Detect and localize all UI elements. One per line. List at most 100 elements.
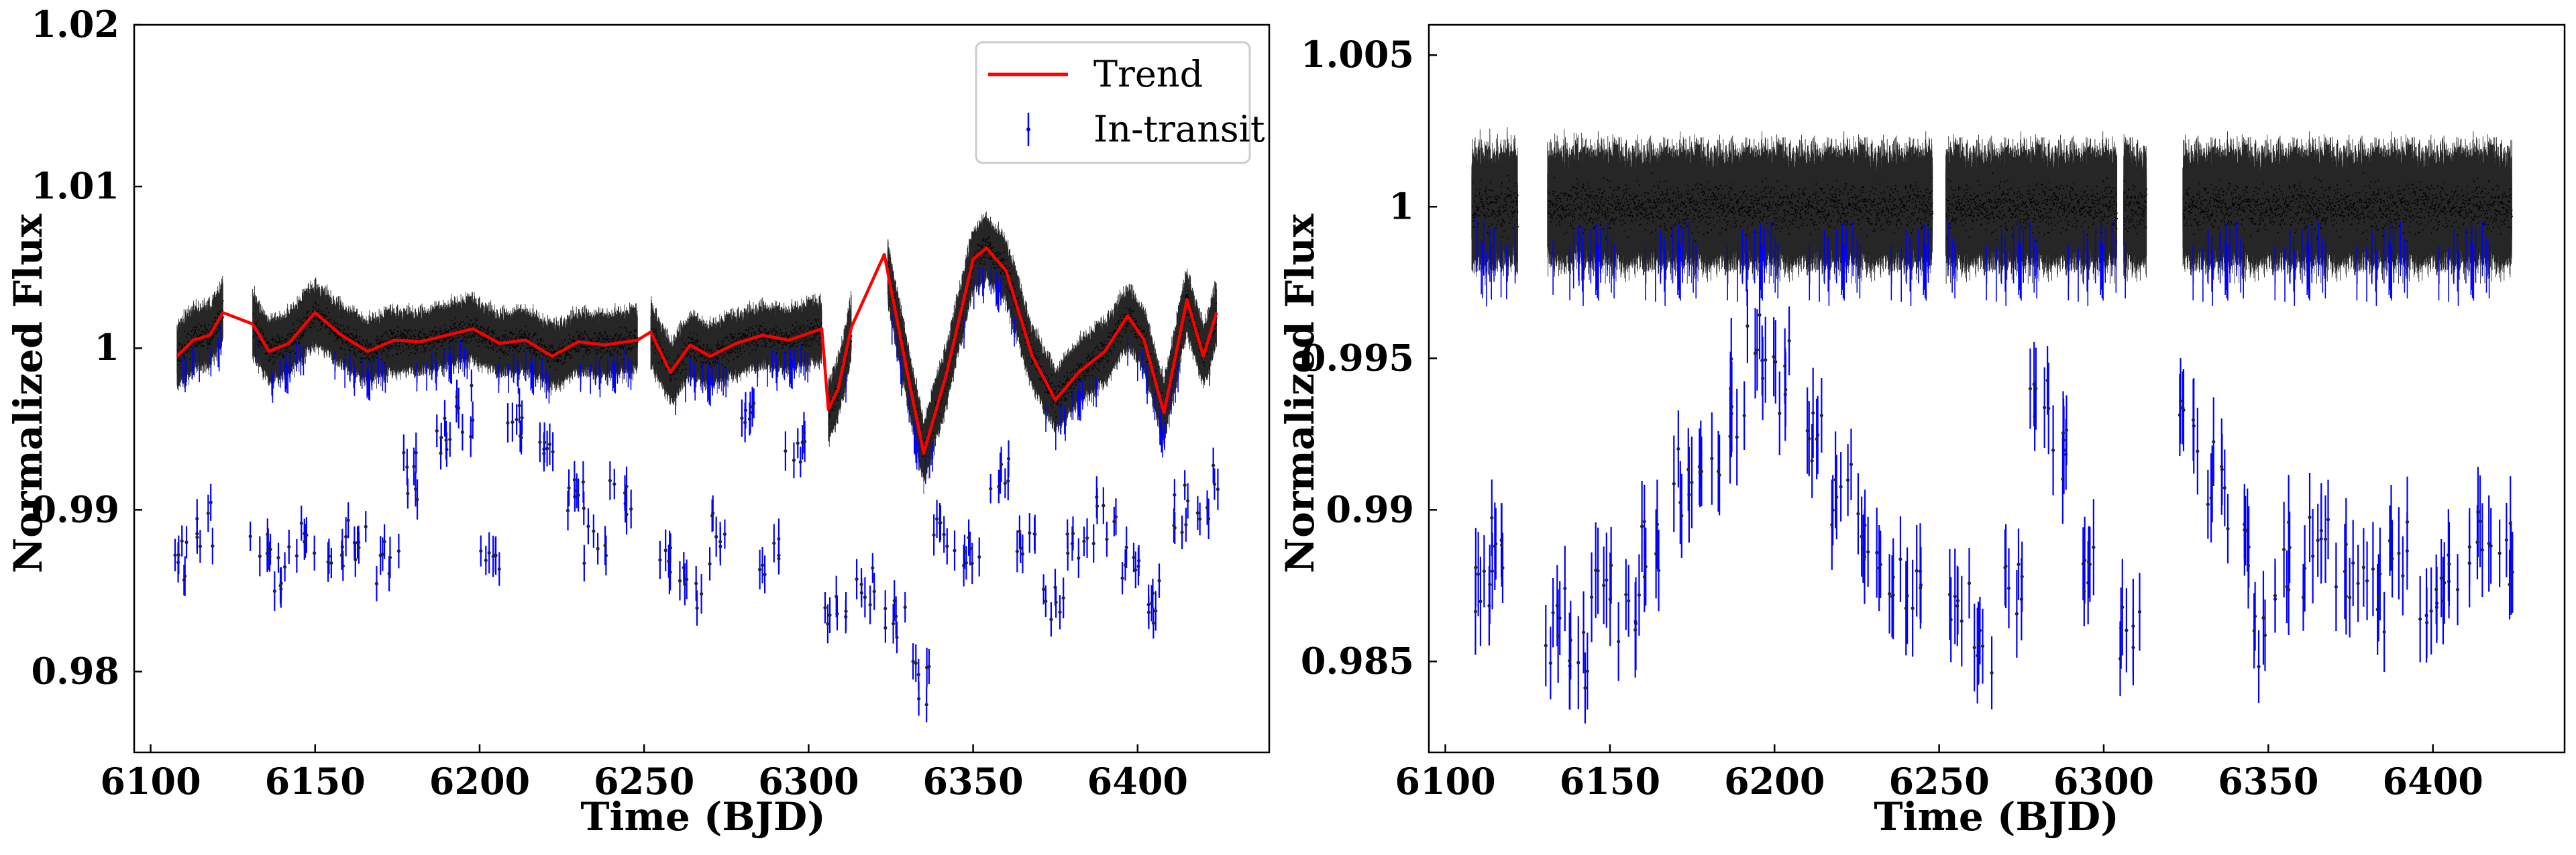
in-transit-point (784, 431, 788, 471)
in-transit-point (1846, 444, 1850, 516)
in-transit-point (582, 491, 586, 526)
in-transit-point (667, 545, 671, 578)
x-tick-label: 6400 (1087, 760, 1188, 803)
in-transit-point (911, 643, 915, 680)
in-transit-point (248, 521, 252, 551)
in-transit-point (1205, 490, 1210, 525)
in-transit-point (1764, 317, 1768, 403)
in-transit-point (511, 402, 515, 442)
in-transit-point (497, 552, 501, 586)
in-transit-point (2222, 449, 2226, 526)
in-transit-point (1830, 479, 1834, 570)
in-transit-point (1772, 317, 1776, 397)
in-transit-point (1095, 488, 1099, 524)
in-transit-point (1015, 530, 1019, 573)
in-transit-point (2243, 483, 2247, 576)
in-transit-point (2020, 541, 2024, 612)
in-transit-point (970, 543, 974, 584)
in-transit-points (1473, 270, 2514, 724)
y-tick-label: 1 (94, 326, 119, 369)
in-transit-point (596, 532, 600, 565)
in-transit-point (1953, 549, 1957, 644)
in-transit-point (180, 525, 184, 557)
in-transit-point (1042, 574, 1046, 605)
left-light-curve-panel: 6100 6150 6200 6250 6300 6350 6400 0.98 0.99 1 1.0… (5, 3, 1271, 840)
shallow-in-transit-errorbars (1476, 217, 2490, 306)
x-tick-label: 6400 (2383, 760, 2483, 803)
in-transit-points (173, 369, 1220, 723)
in-transit-point (1729, 361, 1734, 452)
in-transit-point (1568, 612, 1572, 709)
in-transit-point (2034, 347, 2038, 430)
in-transit-point (2326, 479, 2330, 560)
in-transit-point (844, 591, 848, 631)
in-transit-point (2489, 508, 2493, 584)
x-tick-label: 6100 (1395, 760, 1495, 803)
in-transit-point (1123, 549, 1128, 581)
in-transit-point (1198, 502, 1202, 536)
in-transit-point (538, 422, 542, 463)
in-transit-point (287, 529, 291, 564)
in-transit-point (932, 514, 936, 556)
in-transit-point (760, 547, 765, 583)
in-transit-point (364, 511, 368, 543)
in-transit-point (2508, 549, 2512, 620)
in-transit-point (1710, 412, 1714, 505)
in-transit-point (2043, 367, 2047, 448)
in-transit-point (1890, 555, 1894, 638)
in-transit-point (545, 431, 549, 467)
in-transit-point (999, 447, 1004, 482)
in-transit-point (2061, 391, 2065, 475)
in-transit-point (2316, 504, 2320, 577)
in-transit-point (448, 422, 452, 457)
in-transit-point (2191, 379, 2196, 461)
in-transit-point (1482, 535, 1486, 608)
in-transit-point (1184, 508, 1188, 542)
in-transit-point (1672, 435, 1676, 532)
in-transit-point (2356, 545, 2360, 622)
in-transit-point (2015, 569, 2019, 658)
in-transit-point (2371, 522, 2375, 616)
in-transit-point (487, 532, 491, 574)
x-tick-label: 6150 (265, 760, 366, 803)
in-transit-point (1761, 337, 1765, 420)
in-transit-point (1195, 496, 1199, 530)
in-transit-point (1849, 429, 1854, 500)
in-transit-point (1500, 503, 1504, 587)
in-transit-point (1990, 636, 1994, 709)
in-transit-point (2365, 541, 2369, 620)
in-transit-point (2434, 554, 2438, 624)
in-transit-point (2303, 525, 2307, 612)
in-transit-point (2348, 557, 2352, 638)
in-transit-point (1605, 532, 1609, 628)
in-transit-point (1477, 532, 1481, 617)
in-transit-point (678, 561, 682, 601)
x-tick-label: 6300 (2053, 760, 2154, 803)
in-transit-point (1753, 308, 1758, 399)
in-transit-point (710, 499, 714, 532)
in-transit-point (176, 535, 180, 575)
in-transit-point (313, 535, 317, 571)
x-tick-label: 6300 (758, 760, 859, 803)
in-transit-point (2045, 346, 2049, 415)
in-transit-point (278, 567, 282, 604)
in-transit-point (339, 540, 344, 570)
in-transit-point (209, 483, 213, 521)
in-transit-point (2455, 554, 2460, 626)
in-transit-point (415, 479, 419, 520)
in-transit-point (1637, 554, 1642, 636)
in-transit-point (1049, 602, 1053, 637)
in-transit-point (575, 473, 579, 508)
in-transit-point (1955, 565, 1960, 646)
in-transit-point (276, 543, 280, 573)
in-transit-point (1717, 435, 1721, 516)
in-transit-point (1150, 585, 1154, 622)
y-tick-label: 0.99 (1326, 488, 1414, 530)
in-transit-point (1815, 398, 1819, 479)
in-transit-point (1978, 596, 1982, 665)
in-transit-point (1778, 371, 1782, 455)
in-transit-point (1479, 557, 1483, 646)
in-transit-point (748, 391, 753, 434)
right-plot-data (1471, 127, 2514, 724)
